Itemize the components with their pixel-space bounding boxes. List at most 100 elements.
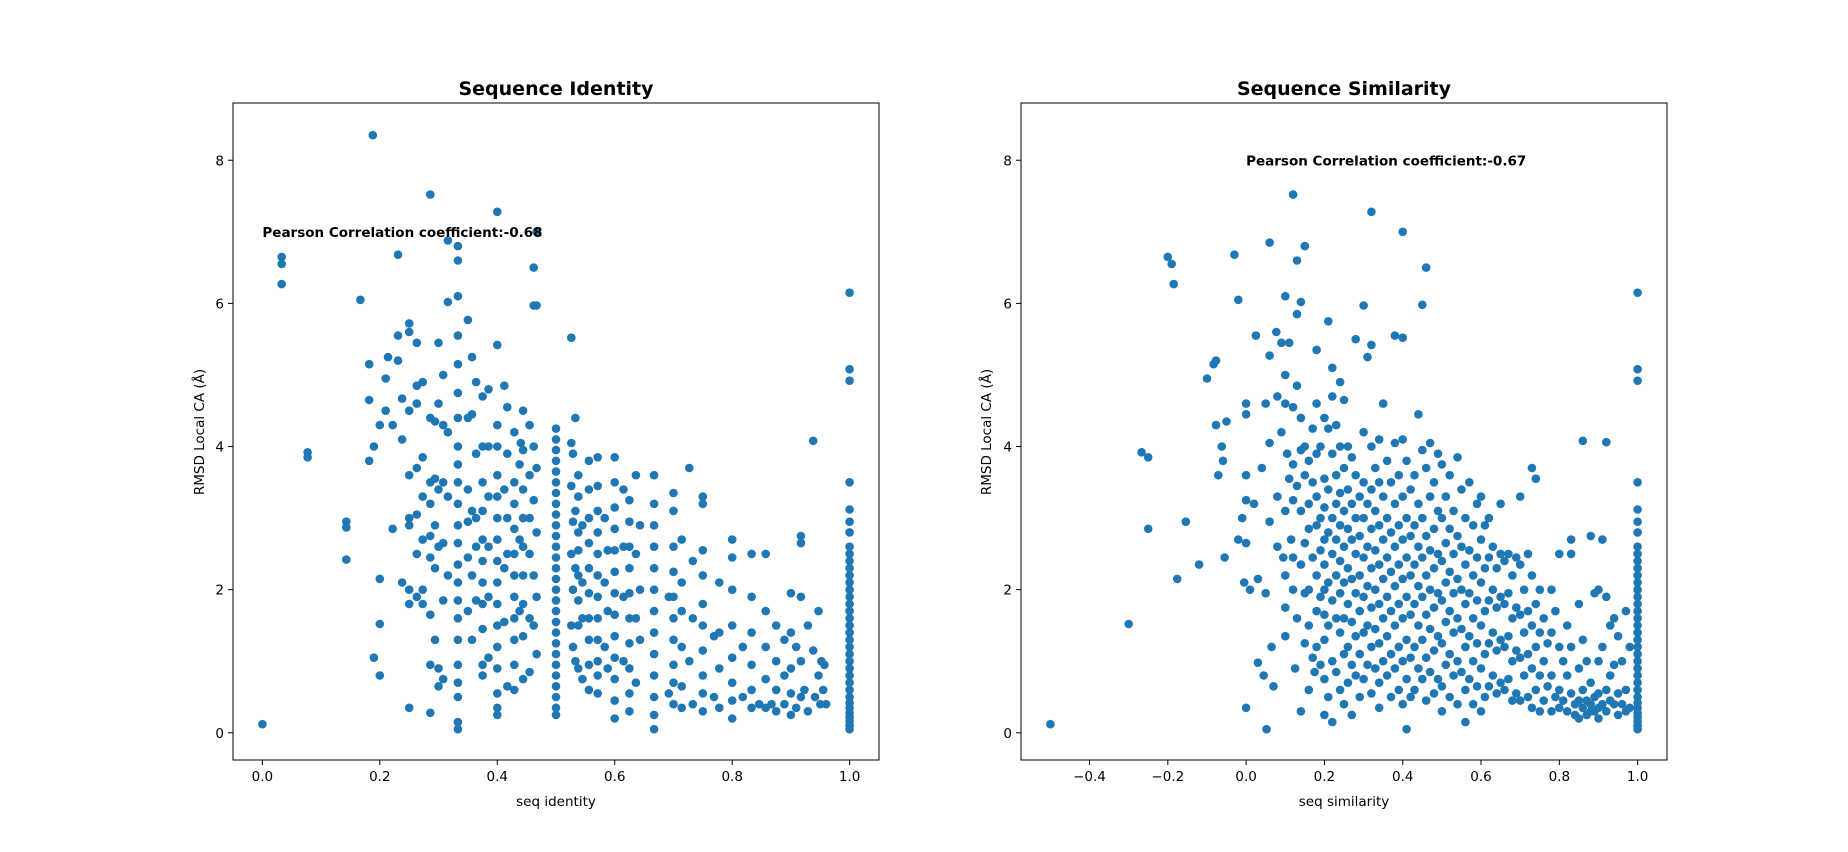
chart-identity-point-119 xyxy=(471,449,481,459)
chart-similarity-point-170 xyxy=(1347,535,1357,544)
chart-identity-point-330 xyxy=(649,628,659,637)
chart-similarity-point-64 xyxy=(1286,535,1296,544)
chart-identity-point-67 xyxy=(434,338,443,348)
chart-identity-point-381 xyxy=(727,696,737,705)
chart-similarity-xtick-label-0: −0.4 xyxy=(1073,769,1106,785)
chart-identity-point-356 xyxy=(688,556,698,566)
chart-similarity-point-155 xyxy=(1339,506,1349,516)
chart-identity: Sequence Identity seq identity RMSD Loca… xyxy=(191,78,880,810)
chart-identity-point-372 xyxy=(715,628,724,637)
chart-similarity-point-327 xyxy=(1437,682,1447,691)
chart-identity-point-234 xyxy=(551,703,561,713)
chart-similarity-point-14 xyxy=(1211,420,1221,430)
chart-similarity-point-270 xyxy=(1402,674,1411,684)
chart-identity-point-278 xyxy=(593,614,602,623)
chart-identity-point-124 xyxy=(478,442,487,451)
chart-similarity-point-278 xyxy=(1410,470,1419,480)
chart-identity-point-227 xyxy=(551,628,561,637)
chart-identity-point-135 xyxy=(484,442,493,451)
chart-similarity-point-523 xyxy=(1633,505,1642,514)
chart-identity-point-52 xyxy=(418,599,428,609)
chart-similarity-point-220 xyxy=(1374,560,1384,569)
chart-identity-point-360 xyxy=(698,499,708,509)
chart-similarity-point-319 xyxy=(1433,588,1443,598)
chart-identity-ytick-label-1: 2 xyxy=(215,583,224,599)
chart-identity-point-29 xyxy=(397,435,407,444)
chart-similarity-point-49 xyxy=(1273,492,1282,501)
chart-similarity-point-168 xyxy=(1347,453,1357,462)
chart-identity-point-408 xyxy=(786,689,796,698)
chart-identity-point-95 xyxy=(453,521,463,530)
chart-similarity-point-360 xyxy=(1461,685,1470,695)
chart-similarity-point-146 xyxy=(1335,442,1345,451)
chart-similarity-point-119 xyxy=(1320,610,1329,619)
chart-identity-point-279 xyxy=(593,635,602,645)
chart-identity-point-60 xyxy=(426,660,435,670)
chart-similarity-point-189 xyxy=(1359,427,1368,437)
chart-similarity-point-328 xyxy=(1437,707,1447,716)
chart-identity-point-24 xyxy=(388,524,398,534)
chart-identity-point-64 xyxy=(430,521,440,530)
chart-identity-point-414 xyxy=(796,592,806,602)
chart-identity-point-76 xyxy=(438,538,448,548)
chart-identity-point-23 xyxy=(388,420,398,430)
chart-similarity-point-294 xyxy=(1418,592,1427,602)
chart-similarity-point-395 xyxy=(1488,628,1498,637)
chart-identity-point-104 xyxy=(453,692,463,702)
chart-similarity-point-337 xyxy=(1445,606,1454,616)
chart-similarity-point-310 xyxy=(1429,478,1439,487)
chart-similarity-point-65 xyxy=(1288,190,1298,199)
chart-similarity-point-15 xyxy=(1214,470,1223,480)
chart-similarity-point-533 xyxy=(1633,592,1642,602)
chart-identity-xtick-label-5: 1.0 xyxy=(839,769,860,785)
chart-similarity-point-141 xyxy=(1331,535,1341,544)
chart-similarity-point-382 xyxy=(1476,707,1486,716)
chart-identity-point-215 xyxy=(551,499,561,509)
chart-identity-point-264 xyxy=(584,538,594,548)
chart-similarity-point-512 xyxy=(1617,656,1627,666)
chart-similarity-point-142 xyxy=(1331,571,1341,580)
chart-similarity-point-16 xyxy=(1217,442,1227,451)
chart-similarity-point-398 xyxy=(1492,603,1501,612)
chart-identity-point-415 xyxy=(796,656,806,666)
chart-similarity-point-202 xyxy=(1367,207,1376,217)
chart-similarity-point-431 xyxy=(1523,606,1533,616)
chart-similarity-point-322 xyxy=(1437,460,1447,469)
chart-identity-point-37 xyxy=(404,585,414,594)
chart-similarity-point-410 xyxy=(1504,549,1513,559)
chart-identity-point-99 xyxy=(453,596,463,605)
chart-identity-point-288 xyxy=(603,664,612,673)
chart-identity-point-282 xyxy=(593,689,602,698)
chart-identity-point-80 xyxy=(443,297,453,307)
chart-identity-point-339 xyxy=(669,506,678,516)
chart-similarity-point-180 xyxy=(1351,631,1360,641)
chart-similarity-point-411 xyxy=(1504,588,1513,598)
chart-identity-point-261 xyxy=(584,456,594,466)
chart-identity-point-103 xyxy=(453,678,463,687)
chart-similarity-point-280 xyxy=(1410,560,1419,569)
chart-identity-point-164 xyxy=(503,549,512,559)
chart-identity-point-445 xyxy=(845,599,854,609)
chart-similarity-point-95 xyxy=(1308,424,1317,433)
chart-similarity-point-520 xyxy=(1633,364,1642,374)
chart-similarity-point-357 xyxy=(1461,560,1470,569)
chart-similarity-point-515 xyxy=(1621,685,1631,695)
chart-similarity-point-554 xyxy=(1633,724,1642,734)
chart-identity-point-283 xyxy=(600,513,609,523)
chart-similarity-point-181 xyxy=(1351,671,1360,680)
chart-similarity-point-158 xyxy=(1339,614,1349,623)
chart-identity-point-62 xyxy=(430,417,440,426)
chart-similarity-point-175 xyxy=(1351,334,1360,344)
chart-identity-point-38 xyxy=(404,599,414,609)
chart-similarity-point-447 xyxy=(1539,614,1548,623)
chart-similarity-point-284 xyxy=(1414,410,1423,419)
chart-similarity-point-463 xyxy=(1558,696,1568,705)
chart-identity-point-348 xyxy=(677,535,686,544)
chart-identity-point-365 xyxy=(698,646,708,655)
chart-similarity-point-443 xyxy=(1535,585,1545,594)
chart-identity-point-406 xyxy=(786,628,796,637)
chart-similarity-point-470 xyxy=(1566,689,1576,698)
chart-similarity-point-46 xyxy=(1269,682,1278,691)
chart-identity-point-453 xyxy=(845,656,854,666)
chart-similarity-point-199 xyxy=(1363,581,1372,591)
